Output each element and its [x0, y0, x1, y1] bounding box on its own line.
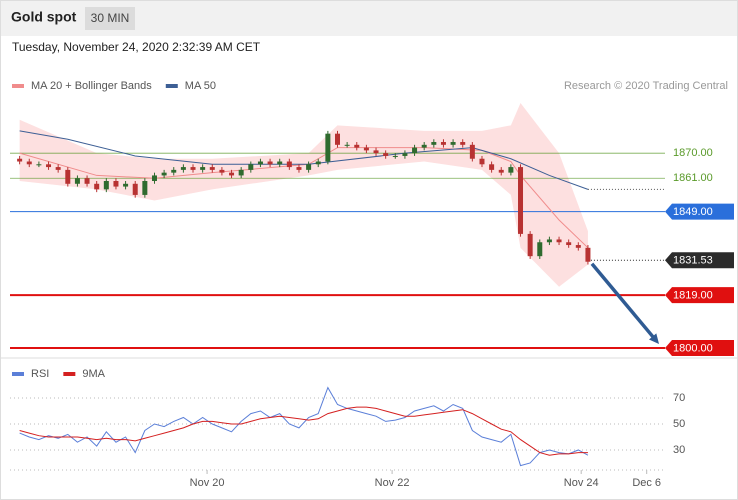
- candle-body: [460, 142, 466, 145]
- candle-body: [257, 161, 263, 165]
- level-label: 1861.00: [673, 172, 713, 184]
- candle-body: [363, 147, 369, 151]
- candle-body: [469, 144, 475, 159]
- moving-average-line: [19, 147, 589, 249]
- candle-body: [354, 144, 360, 148]
- candle-body: [325, 133, 331, 162]
- x-tick-label: Nov 20: [190, 477, 225, 489]
- candle-body: [113, 181, 119, 187]
- candle-body: [556, 239, 562, 243]
- timestamp: Tuesday, November 24, 2020 2:32:39 AM CE…: [12, 40, 261, 54]
- candle-body: [200, 167, 206, 170]
- candle-body: [132, 183, 138, 195]
- x-tick-label: Nov 24: [564, 477, 599, 489]
- candle-body: [171, 169, 177, 173]
- candle-body: [267, 161, 273, 165]
- projection-arrowhead: [648, 333, 659, 345]
- level-label: 1800.00: [673, 342, 713, 354]
- candle-body: [190, 167, 196, 170]
- candle-body: [209, 167, 215, 170]
- candle-body: [123, 183, 129, 187]
- candle-body: [26, 161, 32, 165]
- candle-body: [335, 133, 340, 145]
- legend-label: 9MA: [82, 368, 105, 380]
- y-tick-label: 30: [673, 444, 685, 456]
- candle-body: [46, 164, 52, 168]
- candle-body: [142, 181, 148, 195]
- candle-body: [306, 164, 312, 170]
- level-label: 1849.00: [673, 206, 713, 218]
- projection-arrow: [590, 262, 657, 341]
- candle-body: [412, 147, 418, 154]
- candle-body: [248, 164, 254, 170]
- candle-body: [479, 158, 485, 165]
- candle-body: [315, 161, 321, 165]
- indicator-line: [19, 386, 589, 467]
- candle-body: [286, 161, 292, 168]
- candle-body: [219, 169, 225, 173]
- legend-label: MA 20 + Bollinger Bands: [31, 80, 152, 92]
- candle-body: [94, 183, 100, 190]
- candle-body: [103, 181, 109, 190]
- legend-label: MA 50: [185, 80, 216, 92]
- candle-body: [55, 167, 61, 170]
- candle-body: [296, 167, 302, 170]
- moving-average-line: [19, 130, 589, 190]
- candle-body: [585, 247, 591, 262]
- x-tick-label: Dec 6: [632, 477, 661, 489]
- candle-body: [84, 178, 90, 184]
- level-tag: [665, 287, 734, 304]
- candle-body: [65, 169, 71, 184]
- candle-body: [229, 172, 235, 176]
- candle-body: [180, 167, 186, 170]
- level-tag: [665, 203, 734, 220]
- candle-body: [74, 178, 80, 184]
- candle-body: [440, 142, 446, 145]
- candle-body: [489, 164, 495, 170]
- candle-body: [151, 175, 157, 182]
- instrument-title: Gold spot: [11, 9, 77, 25]
- level-label: 1819.00: [673, 290, 713, 302]
- candle-body: [566, 242, 572, 246]
- candle-body: [383, 153, 389, 156]
- legend-swatch: [165, 84, 178, 88]
- level-label: 1870.00: [673, 147, 713, 159]
- candle-body: [373, 150, 379, 154]
- candle-body: [161, 172, 167, 176]
- candle-body: [527, 233, 533, 257]
- candle-body: [344, 144, 350, 146]
- level-tag: [665, 340, 734, 357]
- level-tag: [665, 252, 734, 269]
- legend-label: RSI: [31, 368, 49, 380]
- timeframe: 30 MIN: [91, 11, 130, 25]
- bollinger-band: [19, 103, 588, 287]
- candle-body: [238, 169, 244, 176]
- candle-body: [36, 164, 42, 166]
- candle-body: [431, 142, 437, 145]
- candle-body: [392, 155, 398, 157]
- candle-body: [277, 161, 283, 165]
- candle-body: [421, 144, 427, 148]
- level-label: 1831.53: [673, 255, 713, 267]
- x-tick-label: Nov 22: [375, 477, 410, 489]
- candle-body: [402, 153, 408, 156]
- candle-body: [575, 245, 581, 248]
- legend-swatch: [63, 372, 76, 376]
- timeframe-badge: [85, 7, 135, 30]
- legend-swatch: [12, 84, 24, 88]
- candle-body: [508, 167, 514, 173]
- source: Research © 2020 Trading Central: [564, 80, 728, 92]
- candle-body: [450, 142, 456, 145]
- candle-body: [546, 239, 552, 243]
- y-tick-label: 50: [673, 418, 685, 430]
- indicator-line: [19, 406, 588, 456]
- y-tick-label: 70: [673, 392, 685, 404]
- candle-body: [17, 158, 23, 162]
- candle-body: [537, 242, 543, 257]
- candle-body: [498, 169, 504, 173]
- legend-swatch: [12, 372, 24, 376]
- candle-body: [518, 167, 524, 234]
